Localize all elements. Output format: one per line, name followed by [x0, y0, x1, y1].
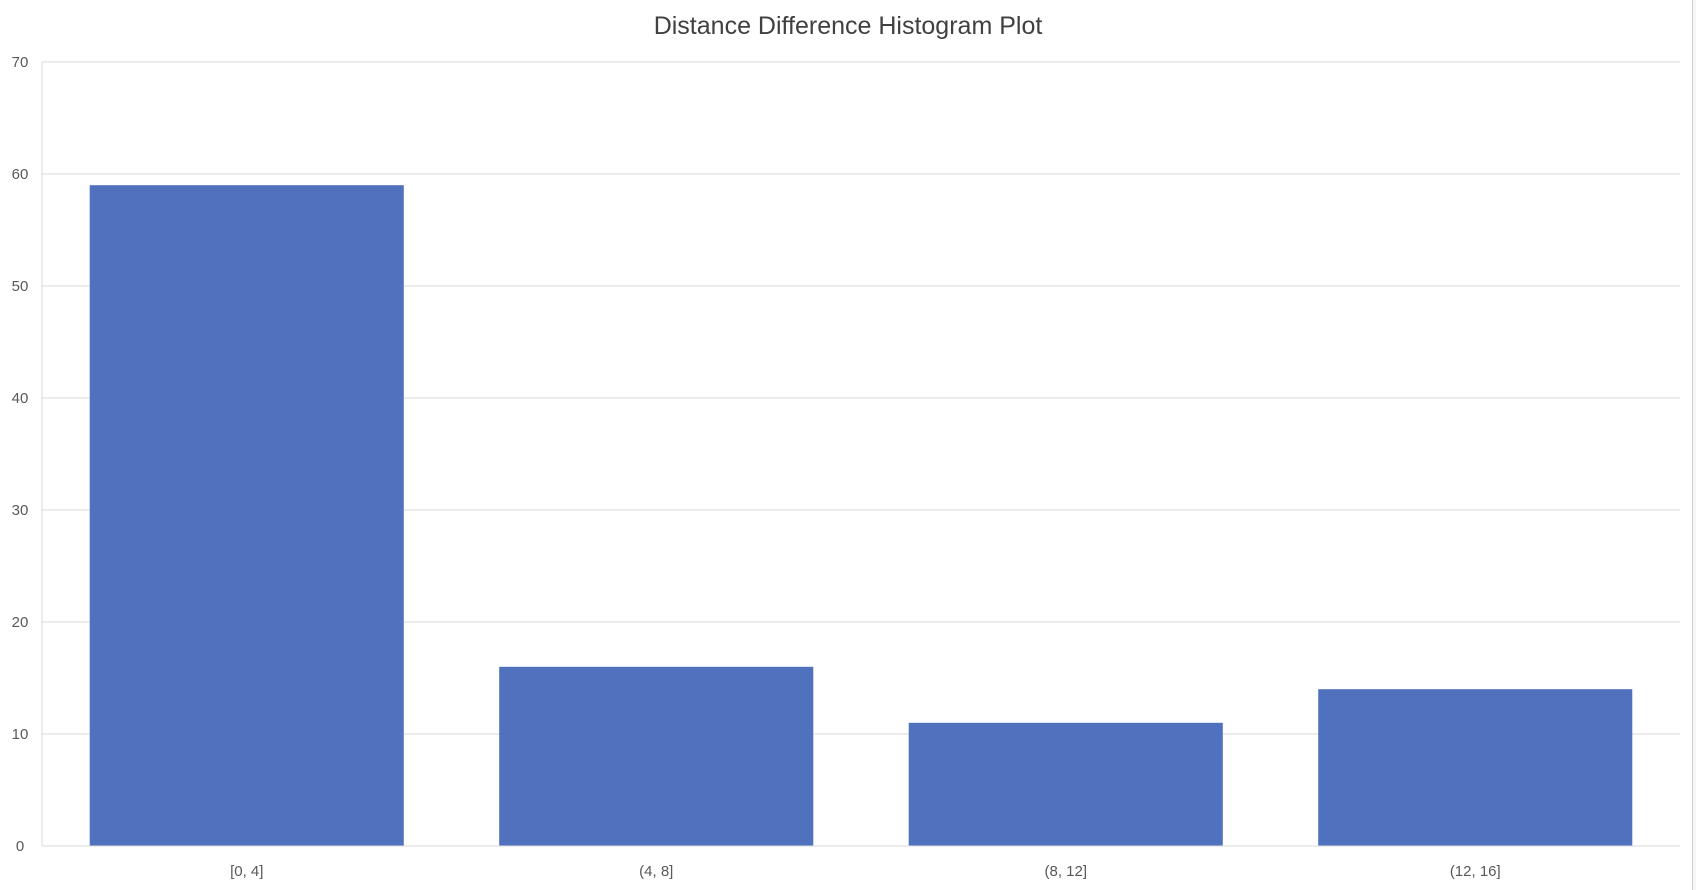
y-tick-label: 50 — [12, 278, 29, 295]
y-tick-label: 20 — [12, 614, 29, 631]
y-tick-label: 70 — [12, 54, 29, 71]
y-tick-label: 30 — [12, 502, 29, 519]
x-tick-label: (4, 8] — [639, 863, 673, 880]
x-tick-label: (8, 12] — [1044, 863, 1087, 880]
chart-title: Distance Difference Histogram Plot — [653, 12, 1043, 40]
x-tick-label: (12, 16] — [1450, 863, 1501, 880]
y-tick-label: 60 — [12, 166, 29, 183]
bar-0 — [89, 185, 404, 846]
y-tick-label: 0 — [16, 838, 24, 855]
y-tick-label: 40 — [12, 390, 29, 407]
bar-3 — [1318, 689, 1633, 846]
bar-1 — [499, 666, 814, 846]
bar-2 — [908, 722, 1223, 846]
x-tick-label: [0, 4] — [230, 863, 263, 880]
window-edge — [1692, 0, 1696, 890]
y-tick-label: 10 — [12, 726, 29, 743]
